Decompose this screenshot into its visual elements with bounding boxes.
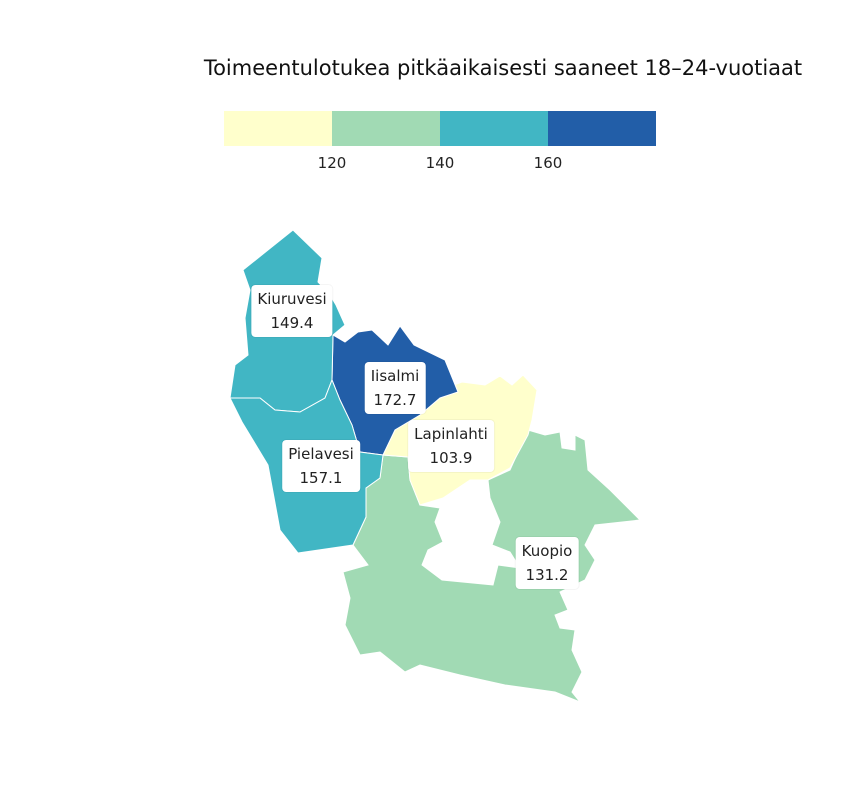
label-kiuruvesi-name: Kiuruvesi: [257, 290, 327, 308]
label-pielavesi-name: Pielavesi: [288, 445, 354, 463]
label-pielavesi: Pielavesi 157.1: [282, 440, 360, 492]
legend-tick-160: 160: [533, 154, 563, 172]
label-iisalmi: Iisalmi 172.7: [364, 362, 426, 414]
region-kuopio[interactable]: [342, 429, 642, 704]
label-kiuruvesi: Kiuruvesi 149.4: [251, 285, 333, 337]
label-iisalmi-name: Iisalmi: [370, 367, 420, 385]
label-lapinlahti: Lapinlahti 103.9: [408, 420, 494, 472]
label-pielavesi-value: 157.1: [299, 469, 343, 487]
label-kiuruvesi-value: 149.4: [270, 314, 314, 332]
legend-tick-120: 120: [317, 154, 347, 172]
label-lapinlahti-name: Lapinlahti: [414, 425, 488, 443]
legend-bin-2: [332, 111, 440, 146]
legend-bin-1: [224, 111, 332, 146]
map-title: Toimeentulotukea pitkäaikaisesti saaneet…: [203, 56, 803, 80]
label-kuopio: Kuopio 131.2: [515, 537, 579, 589]
label-lapinlahti-value: 103.9: [429, 449, 473, 467]
legend-bin-3: [440, 111, 548, 146]
label-kuopio-value: 131.2: [525, 566, 569, 584]
label-iisalmi-value: 172.7: [373, 391, 417, 409]
legend-tick-140: 140: [425, 154, 455, 172]
legend-bin-4: [548, 111, 656, 146]
label-kuopio-name: Kuopio: [521, 542, 573, 560]
